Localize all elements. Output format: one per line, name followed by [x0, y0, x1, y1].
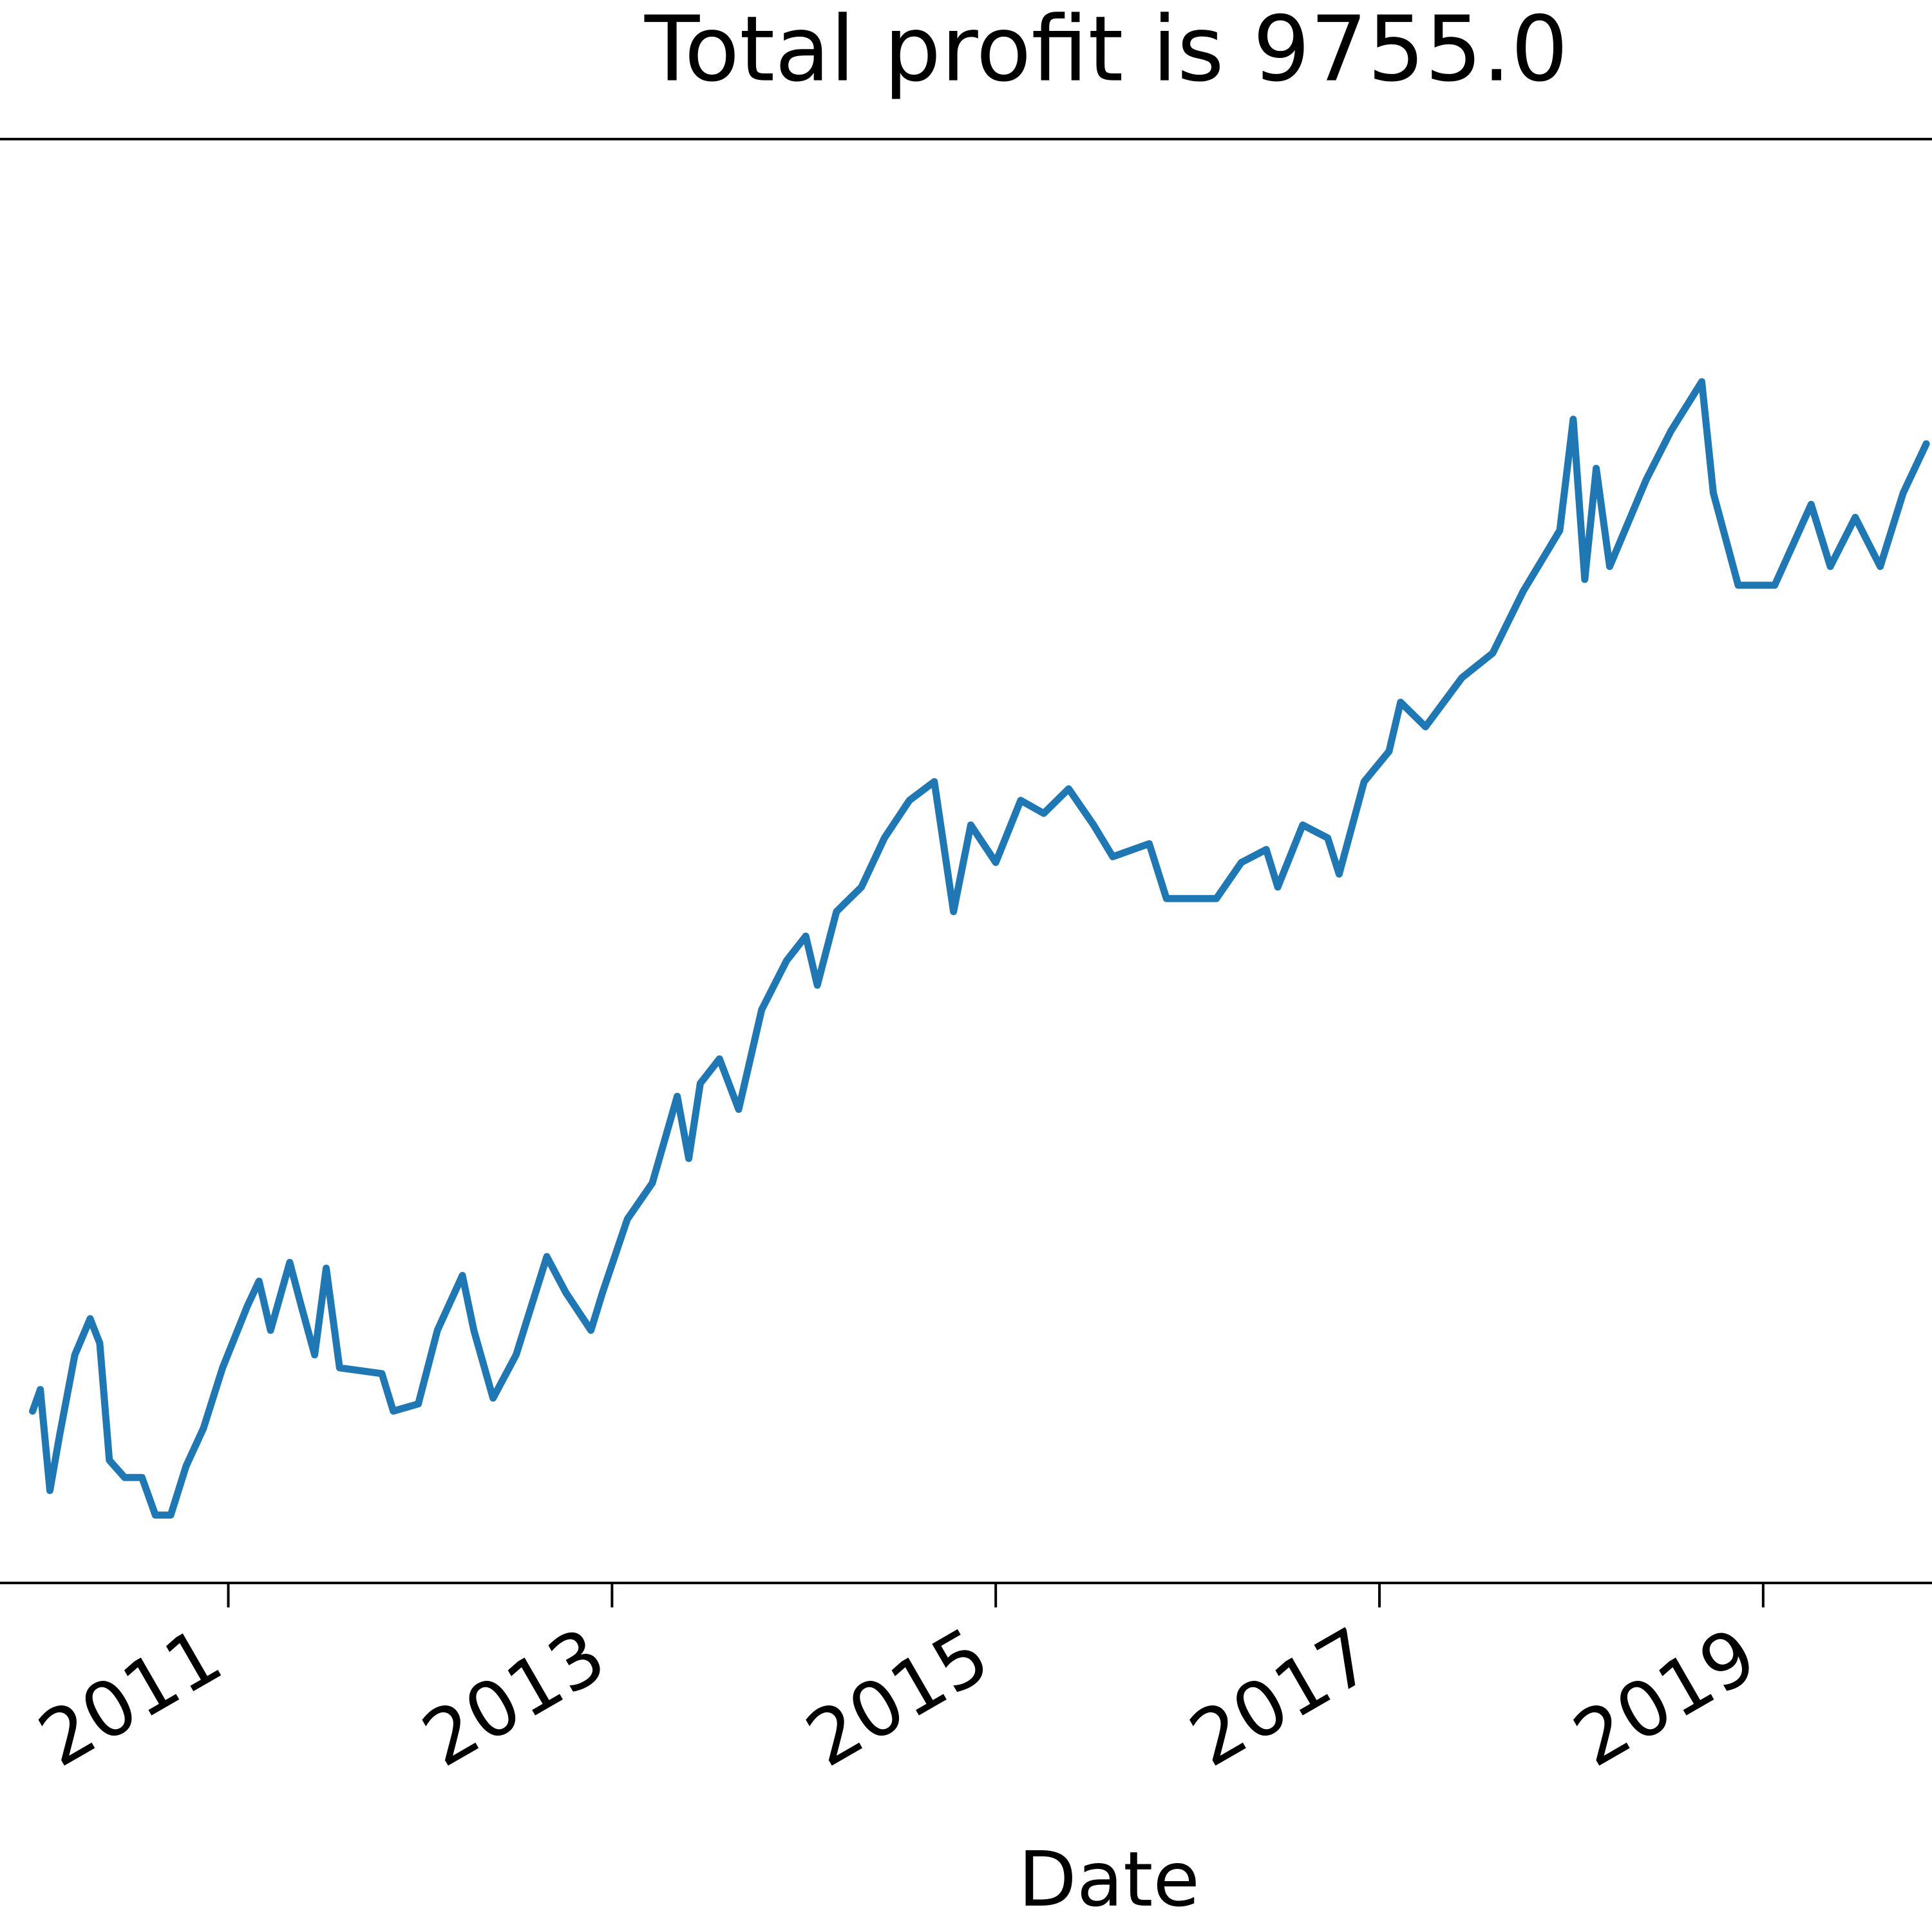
data-line: [29, 378, 1930, 1519]
x-axis-label: Date: [1018, 1835, 1200, 1924]
x-tick-label: 2013: [408, 1611, 620, 1785]
chart-title: Total profit is 9755.0: [644, 0, 1568, 102]
x-tick-label: 2015: [791, 1611, 1003, 1785]
x-tick-label: 2017: [1175, 1611, 1387, 1785]
x-tick-label: 2019: [1559, 1611, 1771, 1785]
x-tick-label: 2011: [24, 1611, 236, 1785]
